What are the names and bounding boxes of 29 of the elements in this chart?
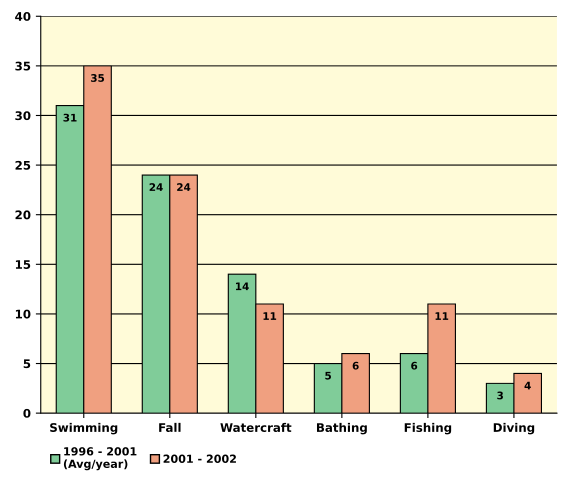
y-tick-label: 30 [15,111,30,120]
y-tick-label: 5 [24,359,30,368]
data-label: 5 [325,372,331,380]
y-tick-label: 15 [16,260,30,269]
x-tick-label: Fall [159,422,181,432]
x-tick-label: Fishing [404,422,452,434]
y-tick-label: 35 [15,62,30,71]
data-label: 31 [63,114,77,122]
data-label: 24 [150,183,163,191]
x-tick-label: Diving [494,422,534,434]
data-label: 3 [497,392,503,400]
data-label: 24 [177,183,190,191]
data-label: 11 [436,312,448,320]
x-tick-label: Watercraft [220,422,292,432]
y-tick-label: 0 [23,408,30,418]
y-tick-label: 40 [15,12,30,21]
y-tick-label: 20 [16,210,30,220]
legend-label: 2001 - 2002 [164,454,236,463]
y-tick-label: 10 [16,310,30,319]
data-label: 6 [411,362,418,370]
data-label: 4 [524,382,531,390]
data-label: 6 [352,362,359,370]
x-tick-label: Swimming [50,422,118,434]
legend-label: 1996 - 2001 (Avg/year) [64,447,136,470]
data-label: 11 [264,312,276,320]
data-label: 14 [236,282,249,290]
x-tick-label: Bathing [316,422,367,434]
y-tick-label: 25 [16,160,30,170]
data-label: 35 [90,74,104,82]
